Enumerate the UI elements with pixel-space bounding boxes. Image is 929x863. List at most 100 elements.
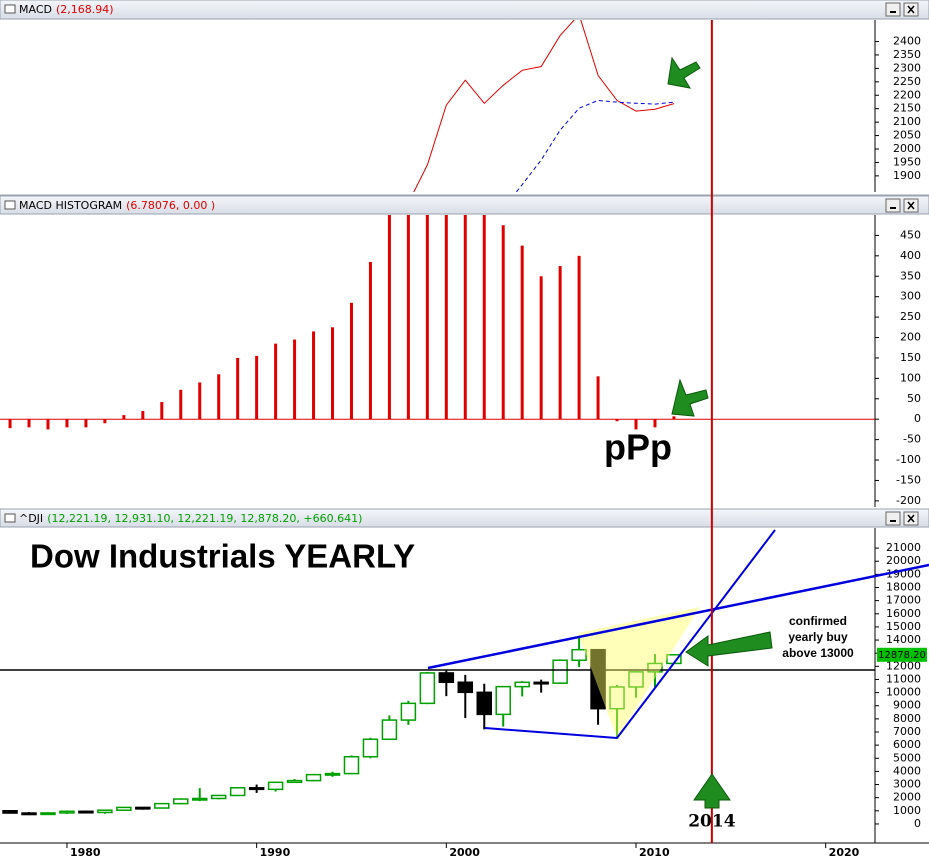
histogram-bar <box>46 419 50 430</box>
y-tick-label: 2350 <box>893 48 921 61</box>
candle-body <box>2 810 18 814</box>
close-icon <box>907 514 915 523</box>
y-tick-label: 400 <box>900 249 921 262</box>
trend-line <box>484 727 618 739</box>
histogram-bar <box>672 416 676 420</box>
y-tick-label: 2000 <box>893 791 921 804</box>
close-icon <box>907 5 915 14</box>
y-tick-label: 2000 <box>893 142 921 155</box>
candle-body <box>362 738 379 758</box>
histogram-bar <box>482 215 486 420</box>
candle-body <box>647 662 663 673</box>
arrow <box>693 773 731 809</box>
y-tick-label: 200 <box>900 331 921 344</box>
x-tick-label: 1990 <box>260 846 291 859</box>
histogram-bar <box>27 419 31 428</box>
price-badge <box>877 647 927 662</box>
histogram-bar <box>368 261 372 420</box>
candle-body <box>210 794 227 800</box>
panel-icon <box>4 513 16 523</box>
histogram-bar <box>539 276 543 420</box>
candle-body <box>457 681 474 694</box>
histogram-bar <box>84 419 88 428</box>
candle-body <box>438 672 455 684</box>
candle-body <box>628 671 644 688</box>
candle-body <box>191 797 208 801</box>
histogram-bar <box>198 382 202 420</box>
panel-icon <box>4 200 16 210</box>
panel-header <box>0 0 929 20</box>
macd-line <box>413 20 675 192</box>
candle-body <box>343 755 360 775</box>
histogram-bar <box>103 419 107 424</box>
histogram-bar <box>463 215 467 420</box>
minimize-button[interactable] <box>885 511 901 526</box>
y-tick-label: 2250 <box>893 75 921 88</box>
y-tick-label: 300 <box>900 290 921 303</box>
histogram-bar <box>577 255 581 420</box>
y-tick-label: 2400 <box>893 35 921 48</box>
y-tick-label: 2050 <box>893 129 921 142</box>
y-tick-label: -100 <box>896 453 921 466</box>
panel-values: (2,168.94) <box>56 3 114 16</box>
y-tick-label: 5000 <box>893 751 921 764</box>
y-tick-label: 3000 <box>893 778 921 791</box>
histogram-bar <box>236 357 240 420</box>
y-tick-label: 17000 <box>886 594 921 607</box>
x-tick-label: 2010 <box>639 846 670 859</box>
chart-heading: Dow Industrials YEARLY <box>30 538 415 575</box>
histogram-bar <box>179 389 183 420</box>
y-tick-label: 2150 <box>893 102 921 115</box>
candle-body <box>97 809 113 814</box>
y-tick-label: 8000 <box>893 712 921 725</box>
minimize-button[interactable] <box>885 2 901 17</box>
histogram-bar <box>65 419 69 428</box>
plot-area <box>413 20 675 192</box>
macd-line <box>515 99 674 192</box>
candle-body <box>552 659 568 684</box>
y-tick-label: 21000 <box>886 541 921 554</box>
histogram-bar <box>501 225 505 420</box>
y-tick-label: 4000 <box>893 764 921 777</box>
panel-title: MACD HISTOGRAM <box>19 199 122 212</box>
annotation: pPp <box>604 427 672 468</box>
histogram-bar <box>444 215 448 420</box>
y-tick-label: -50 <box>903 433 921 446</box>
candle-body <box>154 802 170 809</box>
histogram-bar <box>634 419 638 430</box>
y-tick-label: 12000 <box>886 659 921 672</box>
panel-header <box>0 508 929 528</box>
x-tick-label: 2020 <box>829 846 860 859</box>
candle-body <box>514 681 530 688</box>
histogram-bar <box>349 302 353 420</box>
histogram-bar <box>406 215 410 420</box>
x-tick-label: 2000 <box>449 846 480 859</box>
y-tick-label: 9000 <box>893 699 921 712</box>
y-tick-label: 2100 <box>893 115 921 128</box>
y-tick-label: 16000 <box>886 607 921 620</box>
panel-values: (12,221.19, 12,931.10, 12,221.19, 12,878… <box>47 512 362 525</box>
candle-body <box>229 787 246 797</box>
y-tick-label: 7000 <box>893 725 921 738</box>
histogram-bar <box>293 339 297 420</box>
note-line: yearly buy <box>788 630 848 644</box>
histogram-bar <box>558 266 562 420</box>
note-line: confirmed <box>789 614 847 628</box>
y-tick-label: 1000 <box>893 804 921 817</box>
y-tick-label: 2200 <box>893 88 921 101</box>
plot-area <box>0 215 875 430</box>
candle-body <box>476 691 493 716</box>
y-tick-label: 2300 <box>893 61 921 74</box>
candle-body <box>495 685 511 716</box>
histogram-bar <box>312 331 316 420</box>
candle-body <box>419 672 436 705</box>
y-tick-label: 19000 <box>886 567 921 580</box>
shaded-triangle <box>578 607 700 738</box>
y-tick-label: 1950 <box>893 155 921 168</box>
plot-area <box>0 529 875 816</box>
y-tick-label: 18000 <box>886 581 921 594</box>
candle-body <box>173 798 189 805</box>
minimize-button[interactable] <box>885 198 901 213</box>
candle-body <box>400 702 417 721</box>
